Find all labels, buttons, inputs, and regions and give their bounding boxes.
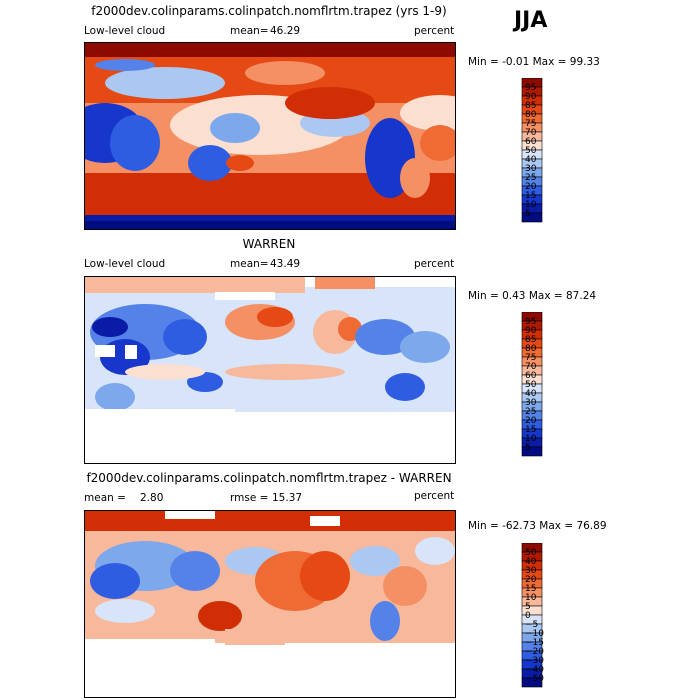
colorbar-tick-label: 80 (525, 110, 537, 120)
colorbar-tick-label: 5 (525, 443, 531, 453)
colorbar-tick-label: 90 (525, 326, 537, 336)
colorbar-tick-label: 70 (525, 362, 537, 372)
colorbar-swatch (521, 677, 543, 688)
panel2-mean-label: mean= (230, 258, 269, 270)
colorbar-tick-label: 15 (525, 191, 536, 201)
colorbar-tick-label: 50 (525, 548, 537, 558)
colorbar-tick-label: 30 (525, 566, 537, 576)
panel2-variable: Low-level cloud (84, 258, 166, 270)
colorbar-tick-label: 0 (525, 611, 531, 621)
panel1-title: f2000dev.colinparams.colinpatch.nomflrtm… (91, 4, 447, 18)
colorbar-tick-label: 75 (525, 353, 536, 363)
panel3-rmse-value: 15.37 (272, 492, 303, 504)
panel2-units: percent (414, 258, 455, 270)
panel3-map (84, 510, 456, 698)
panel3-mean-value: 2.80 (140, 492, 164, 504)
panel3-minmax: Min = -62.73 Max = 76.89 (468, 520, 607, 532)
colorbar-swatch (521, 212, 543, 223)
panel2-mean-value: 43.49 (270, 258, 301, 270)
panel1-minmax: Min = -0.01 Max = 99.33 (468, 56, 600, 68)
panel1-map-field (85, 43, 455, 229)
panel1-mean-label: mean= (230, 25, 269, 37)
colorbar-tick-label: 10 (525, 200, 537, 210)
colorbar-tick-label: 10 (525, 593, 537, 603)
colorbar-tick-label: 95 (525, 317, 536, 327)
colorbar-tick-label: 50 (525, 146, 537, 156)
colorbar-tick-label: 20 (525, 575, 537, 585)
colorbar-swatch (521, 446, 543, 457)
colorbar-tick-label: 25 (525, 173, 536, 183)
panel3-title: f2000dev.colinparams.colinpatch.nomflrtm… (86, 471, 452, 485)
panel1-variable: Low-level cloud (84, 25, 166, 37)
colorbar-tick-label: 30 (525, 398, 537, 408)
colorbar-tick-label: 50 (525, 380, 537, 390)
colorbar-tick-label: 25 (525, 407, 536, 417)
colorbar-tick-label: 40 (525, 557, 537, 567)
colorbar-tick-label: 85 (525, 101, 536, 111)
panel2-map (84, 276, 456, 464)
colorbar-tick-label: 10 (525, 434, 537, 444)
colorbar-tick-label: 90 (525, 92, 537, 102)
colorbar-tick-label: 60 (525, 371, 537, 381)
panel2-minmax: Min = 0.43 Max = 87.24 (468, 290, 597, 302)
colorbar-tick-label: 15 (525, 425, 536, 435)
colorbar-tick-label: 40 (525, 155, 537, 165)
colorbar-tick-label: −10 (525, 629, 544, 639)
colorbar-tick-label: 80 (525, 344, 537, 354)
colorbar-tick-label: 60 (525, 137, 537, 147)
panel3-rmse-label: rmse = (230, 492, 269, 504)
colorbar-tick-label: 5 (525, 602, 531, 612)
colorbar-tick-label: 5 (525, 209, 531, 219)
colorbar-tick-label: −50 (525, 674, 544, 684)
colorbar-tick-label: 40 (525, 389, 537, 399)
colorbar-tick-label: −20 (525, 647, 544, 657)
panel3-mean-label: mean = (84, 492, 126, 504)
colorbar-tick-label: 75 (525, 119, 536, 129)
season-label: JJA (514, 8, 548, 33)
colorbar-tick-label: −40 (525, 665, 544, 675)
panel2-map-field (85, 277, 455, 463)
colorbar-tick-label: 15 (525, 584, 536, 594)
colorbar-tick-label: 70 (525, 128, 537, 138)
colorbar-tick-label: 20 (525, 416, 537, 426)
panel1-units: percent (414, 25, 455, 37)
colorbar-tick-label: 85 (525, 335, 536, 345)
panel1-map (84, 42, 456, 230)
panel1-mean-value: 46.29 (270, 25, 301, 37)
colorbar-tick-label: −5 (525, 620, 538, 630)
panel3-map-field (85, 511, 455, 697)
colorbar-tick-label: 20 (525, 182, 537, 192)
colorbar-tick-label: −30 (525, 656, 544, 666)
panel2-title: WARREN (242, 237, 296, 251)
panel3-units: percent (414, 490, 455, 502)
colorbar-tick-label: 95 (525, 83, 536, 93)
colorbar-tick-label: −15 (525, 638, 544, 648)
colorbar-tick-label: 30 (525, 164, 537, 174)
